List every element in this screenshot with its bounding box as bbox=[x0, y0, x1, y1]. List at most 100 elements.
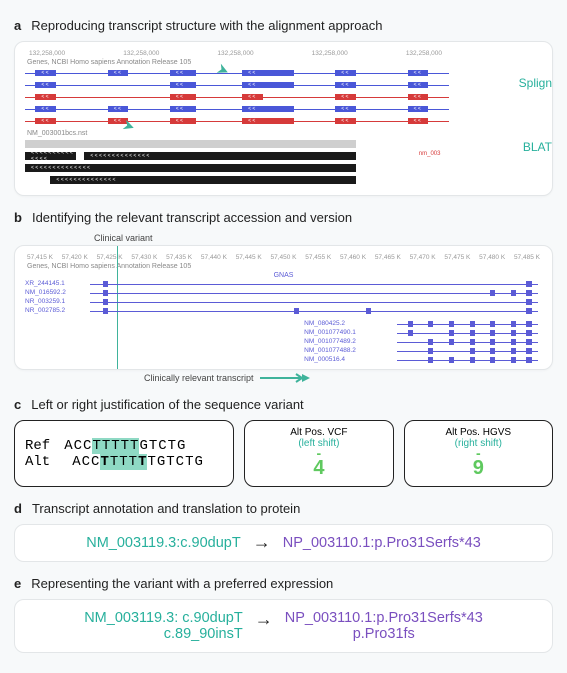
track-row: < << << << << < bbox=[25, 80, 542, 90]
blat-segment: < < < < < < < < < < < < < < bbox=[25, 152, 76, 160]
exon bbox=[511, 321, 516, 327]
exon: < < bbox=[108, 118, 129, 124]
panel-letter: c bbox=[14, 397, 21, 412]
accession-label: NM_001077489.2 bbox=[304, 338, 356, 345]
accession-label: NM_000516.4 bbox=[304, 356, 345, 363]
exon: < < bbox=[242, 118, 294, 124]
exon bbox=[490, 330, 495, 336]
exon bbox=[490, 357, 495, 363]
exon bbox=[470, 339, 475, 345]
exon: < < bbox=[170, 106, 196, 112]
coord-label: 57,415 K bbox=[27, 254, 53, 261]
track-row: < << << << << << < bbox=[25, 116, 542, 126]
blat-segment: < < < < < < < < < < < < < < bbox=[50, 176, 355, 184]
exon bbox=[103, 299, 108, 305]
panel-b-coords: 57,415 K57,420 K57,425 K57,430 K57,435 K… bbox=[27, 254, 540, 261]
exon: < < bbox=[35, 106, 56, 112]
panel-d-row: NM_003119.3:c.90dupT → NP_003110.1:p.Pro… bbox=[27, 535, 540, 551]
exon bbox=[449, 357, 454, 363]
panel-title: Identifying the relevant transcript acce… bbox=[32, 210, 352, 225]
accession-label: NR_003259.1 bbox=[25, 298, 65, 305]
clinical-variant-label: Clinical variant bbox=[94, 233, 553, 243]
coord-label: 132,258,000 bbox=[406, 50, 442, 57]
panel-c-header: c Left or right justification of the seq… bbox=[14, 397, 553, 412]
vcf-box: Alt Pos. VCF (left shift) - 4 bbox=[244, 420, 393, 487]
exon bbox=[511, 357, 516, 363]
exon: < < bbox=[242, 82, 294, 88]
exon bbox=[470, 348, 475, 354]
panel-b-wrap: Clinical variant 57,415 K57,420 K57,425 … bbox=[14, 233, 553, 383]
exon: < < bbox=[408, 118, 429, 124]
exon bbox=[408, 330, 413, 336]
coord-label: 132,258,000 bbox=[29, 50, 65, 57]
nm-label: NM_003001bcs.nst bbox=[27, 130, 542, 137]
coord-label: 57,480 K bbox=[479, 254, 505, 261]
accession-label: NM_080425.2 bbox=[304, 320, 345, 327]
accession-label: NM_016592.2 bbox=[25, 289, 66, 296]
exon: < < bbox=[242, 70, 294, 76]
hgvs-box: Alt Pos. HGVS (right shift) - 9 bbox=[404, 420, 553, 487]
coord-label: 57,455 K bbox=[305, 254, 331, 261]
transcript-row: NR_003259.1 bbox=[25, 298, 542, 306]
exon bbox=[408, 321, 413, 327]
exon bbox=[449, 339, 454, 345]
panel-title: Transcript annotation and translation to… bbox=[32, 501, 300, 516]
exon: < < bbox=[35, 70, 56, 76]
blat-segment bbox=[25, 140, 356, 148]
exon bbox=[511, 290, 516, 296]
blat-side-label: BLAT bbox=[523, 140, 552, 154]
exon: < < bbox=[35, 118, 56, 124]
exon bbox=[428, 321, 433, 327]
clinically-relevant-wrap: Clinically relevant transcript bbox=[144, 373, 553, 383]
protein-variant: NP_003110.1:p.Pro31Serfs*43 bbox=[283, 535, 481, 551]
coord-label: 57,485 K bbox=[514, 254, 540, 261]
panel-d-header: d Transcript annotation and translation … bbox=[14, 501, 553, 516]
panel-letter: b bbox=[14, 210, 22, 225]
exon: < < bbox=[335, 106, 356, 112]
panel-title: Left or right justification of the seque… bbox=[31, 397, 303, 412]
seq-box: Ref ACCTTTTTGTCTG Alt ACCTTTTTTGTCTG bbox=[14, 420, 234, 487]
exon: < < bbox=[335, 118, 356, 124]
exon bbox=[511, 330, 516, 336]
exon bbox=[526, 321, 531, 327]
panel-e-header: e Representing the variant with a prefer… bbox=[14, 576, 553, 591]
exon: < < bbox=[335, 70, 356, 76]
protein-variant-alt: p.Pro31fs bbox=[353, 626, 415, 642]
exon bbox=[511, 339, 516, 345]
accession-label: NR_002785.2 bbox=[25, 307, 65, 314]
panel-b-card: 57,415 K57,420 K57,425 K57,430 K57,435 K… bbox=[14, 245, 553, 370]
exon bbox=[366, 308, 371, 314]
exon bbox=[449, 330, 454, 336]
exon: < < bbox=[408, 82, 429, 88]
accession-label: XR_244145.1 bbox=[25, 280, 65, 287]
transcript-row: NM_080425.2 bbox=[25, 320, 542, 328]
ref-label: Ref bbox=[25, 438, 50, 454]
protein-variant: NP_003110.1:p.Pro31Serfs*43 bbox=[285, 610, 483, 626]
panel-letter: e bbox=[14, 576, 21, 591]
exon bbox=[470, 330, 475, 336]
coord-label: 132,258,000 bbox=[217, 50, 253, 57]
transcript-variant-alt: c.89_90insT bbox=[164, 626, 243, 642]
exon: < < bbox=[242, 94, 263, 100]
exon bbox=[526, 290, 531, 296]
panel-a-card: 132,258,000132,258,000132,258,000132,258… bbox=[14, 41, 553, 196]
exon bbox=[103, 290, 108, 296]
exon bbox=[526, 357, 531, 363]
coord-label: 57,440 K bbox=[201, 254, 227, 261]
exon bbox=[470, 321, 475, 327]
exon: < < bbox=[108, 106, 129, 112]
exon bbox=[294, 308, 299, 314]
transcript-variant: NM_003119.3:c.90dupT bbox=[86, 535, 241, 551]
exon: < < bbox=[108, 70, 129, 76]
exon bbox=[428, 348, 433, 354]
exon: < < bbox=[170, 70, 196, 76]
exon: < < bbox=[408, 94, 429, 100]
exon: < < bbox=[242, 106, 294, 112]
coord-label: 57,470 K bbox=[410, 254, 436, 261]
coord-label: 57,420 K bbox=[62, 254, 88, 261]
blat-track-group: < < < < < < < < < < < < < < < < < < < < <… bbox=[25, 139, 542, 185]
coord-label: 57,435 K bbox=[166, 254, 192, 261]
alt-label: Alt bbox=[25, 454, 50, 470]
hgvs-num: 9 bbox=[415, 457, 542, 480]
blat-right-label: nm_003 bbox=[419, 151, 441, 157]
